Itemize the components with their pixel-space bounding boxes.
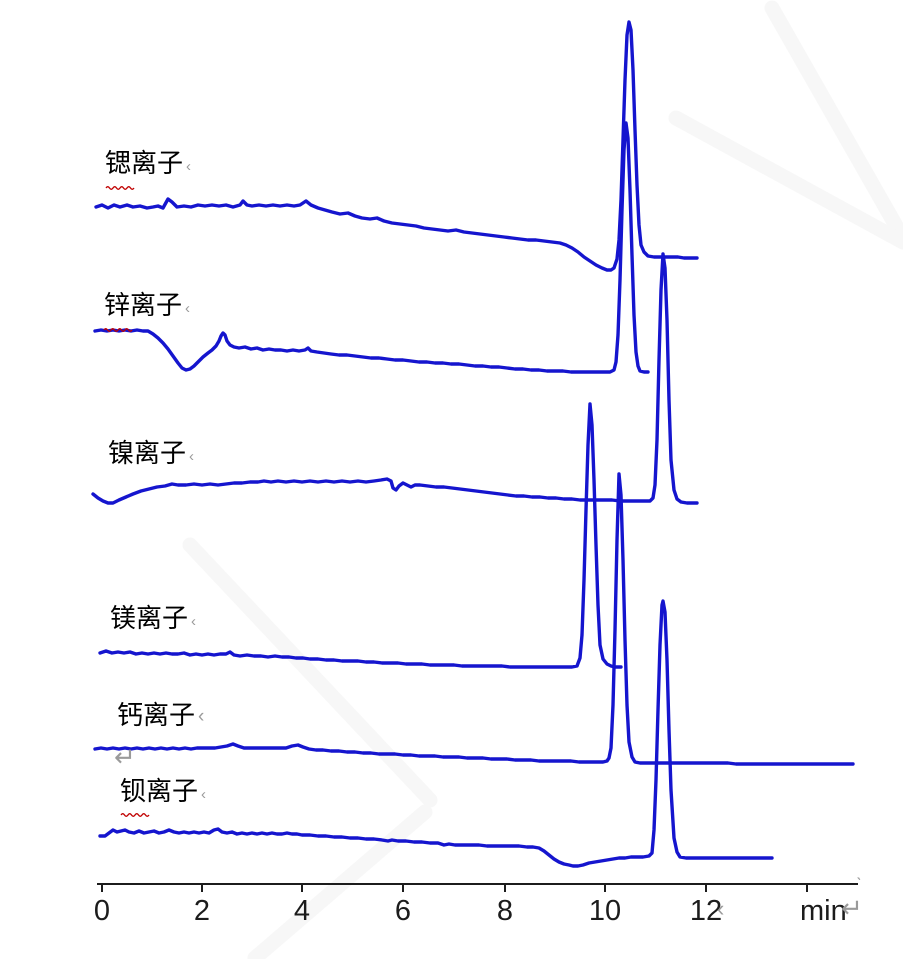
series-label-calcium-ion: 钙离子 ‹: [117, 703, 204, 729]
trace-zinc-ion: [93, 121, 650, 374]
spellcheck-squiggle-zinc-ion: [103, 328, 133, 332]
spellcheck-squiggle-strontium-ion: [105, 186, 135, 190]
format-mark-icon: ‹: [198, 706, 205, 728]
series-label-magnesium-ion: 镁离子 ‹: [110, 606, 196, 632]
watermark-stroke: [182, 537, 438, 808]
trace-strontium-ion: [94, 20, 699, 272]
format-mark-icon: ‹: [186, 157, 192, 175]
spellcheck-squiggle-barium-ion: [120, 813, 150, 817]
series-label-text: 锶离子: [105, 149, 184, 178]
watermark-stroke: [764, 0, 903, 246]
series-label-text: 钙离子: [117, 701, 196, 730]
series-label-text: 镁离子: [110, 604, 189, 633]
format-mark-icon: ↵: [114, 742, 136, 772]
format-mark-icon: ˋ: [856, 875, 862, 895]
series-label-barium-ion: 钡离子 ‹: [120, 779, 206, 805]
format-mark-icon: ‹: [717, 896, 725, 921]
trace-magnesium-ion: [98, 402, 623, 669]
axis-tick-label: 12: [689, 895, 723, 927]
axis-tick-label: 4: [293, 895, 311, 927]
trace-barium-ion: [98, 599, 774, 868]
series-label-nickel-ion: 镍离子 ‹: [108, 441, 194, 467]
series-label-text: 镍离子: [108, 439, 187, 468]
axis-tick-label: 8: [496, 895, 514, 927]
axis-tick-label: 6: [394, 895, 412, 927]
trace-nickel-ion: [91, 252, 699, 505]
format-mark-icon: ‹: [191, 612, 197, 630]
series-label-text: 锌离子: [104, 291, 183, 320]
trace-calcium-ion: [93, 472, 855, 766]
axis-tick-label: 0: [93, 895, 111, 927]
format-mark-icon: ↵: [841, 893, 863, 923]
series-label-zinc-ion: 锌离子 ‹: [104, 293, 190, 319]
format-mark-icon: ‹: [185, 299, 191, 317]
axis-tick-label: 10: [588, 895, 622, 927]
series-label-text: 钡离子: [120, 777, 199, 806]
axis-unit-label: min: [800, 895, 847, 927]
format-mark-icon: ‹: [201, 785, 207, 803]
axis-tick-label: 2: [193, 895, 211, 927]
watermark-stroke: [668, 110, 903, 250]
series-label-strontium-ion: 锶离子 ‹: [105, 151, 191, 177]
format-mark-icon: ‹: [189, 447, 195, 465]
